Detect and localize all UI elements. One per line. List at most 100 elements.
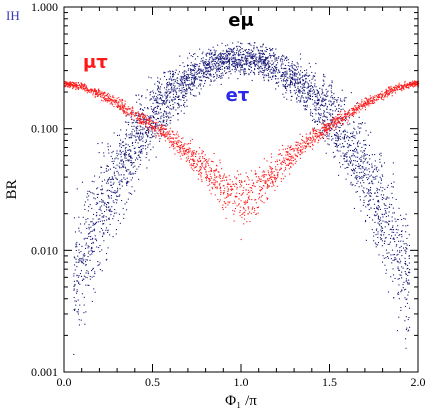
data-point xyxy=(284,73,286,75)
data-point xyxy=(113,99,115,101)
data-point xyxy=(401,234,403,236)
data-point xyxy=(324,134,326,136)
data-point xyxy=(323,80,325,82)
data-point xyxy=(112,100,114,102)
data-point xyxy=(102,223,104,225)
data-point xyxy=(193,53,195,55)
data-point xyxy=(211,68,213,70)
data-point xyxy=(249,211,251,213)
data-point xyxy=(211,61,213,63)
data-point xyxy=(142,117,144,119)
data-point xyxy=(192,75,194,77)
data-point xyxy=(259,70,261,72)
data-point xyxy=(256,180,258,182)
data-point xyxy=(147,144,149,146)
data-point xyxy=(258,56,260,58)
data-point xyxy=(94,90,96,92)
data-point xyxy=(360,160,362,162)
data-point xyxy=(101,188,103,190)
data-point xyxy=(400,307,402,309)
data-point xyxy=(166,91,168,93)
data-point xyxy=(228,64,230,66)
data-point xyxy=(346,143,348,145)
data-point xyxy=(163,127,165,129)
data-point xyxy=(168,141,170,143)
data-point xyxy=(392,186,394,188)
data-point xyxy=(214,58,216,60)
data-point xyxy=(294,153,296,155)
data-point xyxy=(123,177,125,179)
data-point xyxy=(363,103,365,105)
data-point xyxy=(224,187,226,189)
data-point xyxy=(244,49,246,51)
data-point xyxy=(73,256,75,258)
data-point xyxy=(77,87,79,89)
data-point xyxy=(381,166,383,168)
data-point xyxy=(315,93,317,95)
data-point xyxy=(340,98,342,100)
data-point xyxy=(99,269,101,271)
data-point xyxy=(168,102,170,104)
data-point xyxy=(310,90,312,92)
data-point xyxy=(161,129,163,131)
data-point xyxy=(141,113,143,115)
data-point xyxy=(352,113,354,115)
data-point xyxy=(240,60,242,62)
data-point xyxy=(117,134,119,136)
data-point xyxy=(229,66,231,68)
data-point xyxy=(130,173,132,175)
data-point xyxy=(161,99,163,101)
data-point xyxy=(143,114,145,116)
data-point xyxy=(381,240,383,242)
data-point xyxy=(297,141,299,143)
data-point xyxy=(274,58,276,60)
data-point xyxy=(78,324,80,326)
data-point xyxy=(370,192,372,194)
data-point xyxy=(183,86,185,88)
data-point xyxy=(87,199,89,201)
data-point xyxy=(328,144,330,146)
data-point xyxy=(267,68,269,70)
data-point xyxy=(357,165,359,167)
data-point xyxy=(307,143,309,145)
data-point xyxy=(112,179,114,181)
data-point xyxy=(126,129,128,131)
data-point xyxy=(106,101,108,103)
data-point xyxy=(398,234,400,236)
data-point xyxy=(122,166,124,168)
data-point xyxy=(157,94,159,96)
data-point xyxy=(263,79,265,81)
data-point xyxy=(258,57,260,59)
data-point xyxy=(101,180,103,182)
data-point xyxy=(340,124,342,126)
data-point xyxy=(223,173,225,175)
data-point xyxy=(167,71,169,73)
data-point xyxy=(331,104,333,106)
data-point xyxy=(363,169,365,171)
data-point xyxy=(116,191,118,193)
data-point xyxy=(369,199,371,201)
data-point xyxy=(198,153,200,155)
data-point xyxy=(311,140,313,142)
data-point xyxy=(377,93,379,95)
data-point xyxy=(157,97,159,99)
data-point xyxy=(224,57,226,59)
data-point xyxy=(306,100,308,102)
data-point xyxy=(194,63,196,65)
data-point xyxy=(282,79,284,81)
data-point xyxy=(163,72,165,74)
data-point xyxy=(85,90,87,92)
data-point xyxy=(188,151,190,153)
data-point xyxy=(368,168,370,170)
data-point xyxy=(100,228,102,230)
data-point xyxy=(115,167,117,169)
data-point xyxy=(286,80,288,82)
data-point xyxy=(390,228,392,230)
data-point xyxy=(324,116,326,118)
data-point xyxy=(322,131,324,133)
data-point xyxy=(156,132,158,134)
data-point xyxy=(356,108,358,110)
data-point xyxy=(247,43,249,45)
data-point xyxy=(103,215,105,217)
data-point xyxy=(346,137,348,139)
